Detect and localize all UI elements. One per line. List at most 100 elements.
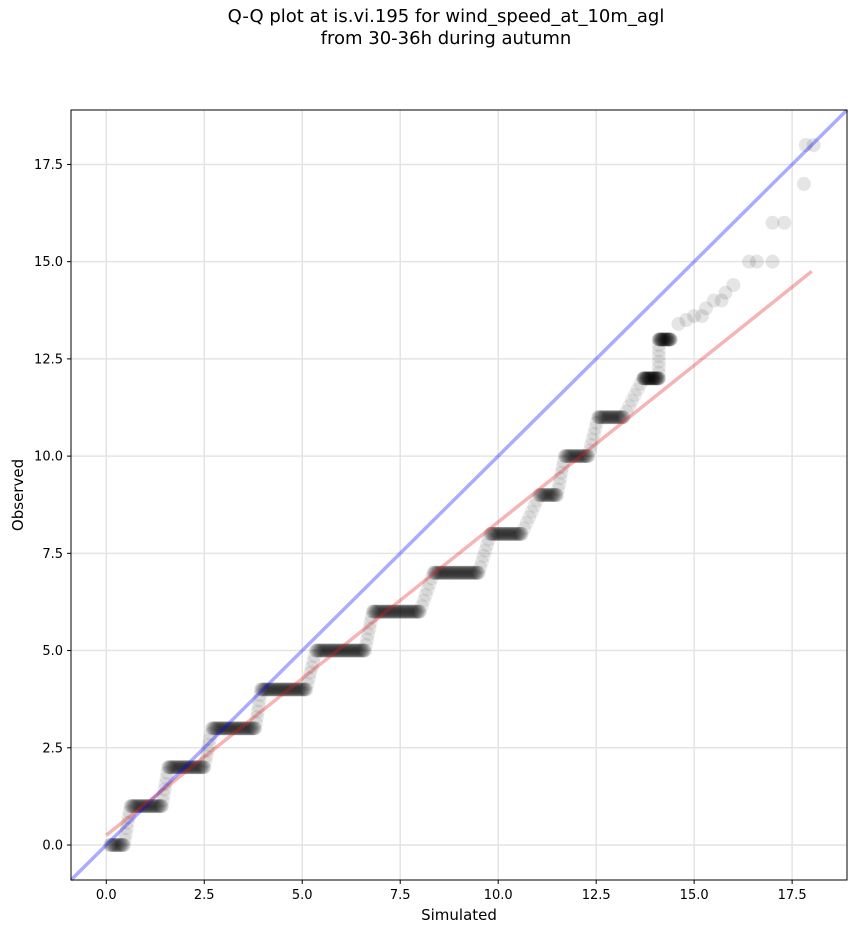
qq-point xyxy=(564,449,579,464)
qq-point xyxy=(411,604,426,619)
qq-point xyxy=(346,643,361,658)
qq-point xyxy=(611,410,626,425)
qq-point xyxy=(538,488,553,502)
qq-point xyxy=(481,532,496,547)
qq-point xyxy=(563,449,578,464)
x-tick-label: 2.5 xyxy=(194,888,215,903)
qq-point xyxy=(444,565,459,580)
qq-point xyxy=(281,682,296,697)
qq-point xyxy=(627,388,642,402)
qq-point xyxy=(615,410,630,425)
qq-point xyxy=(536,488,551,502)
qq-point xyxy=(235,721,250,736)
qq-point xyxy=(602,410,617,425)
qq-point xyxy=(652,332,667,347)
qq-point xyxy=(465,565,480,580)
qq-point xyxy=(430,565,445,580)
qq-point xyxy=(141,799,156,814)
y-axis-label: Observed xyxy=(9,459,27,531)
qq-point xyxy=(645,371,660,386)
qq-point xyxy=(220,721,235,736)
qq-point xyxy=(558,449,573,464)
qq-point xyxy=(329,643,344,658)
qq-point xyxy=(429,565,444,580)
qq-point xyxy=(219,721,234,736)
qq-point xyxy=(662,332,677,347)
qq-point xyxy=(129,799,144,814)
y-tick-label: 12.5 xyxy=(34,352,63,367)
qq-point xyxy=(644,371,659,386)
qq-point xyxy=(310,643,325,658)
qq-point xyxy=(193,760,208,775)
qq-point xyxy=(228,721,243,736)
qq-point xyxy=(181,760,196,775)
qq-point xyxy=(455,565,470,580)
qq-point xyxy=(574,449,589,464)
qq-point xyxy=(524,504,539,519)
qq-point xyxy=(435,565,450,580)
qq-point xyxy=(122,804,137,819)
qq-point xyxy=(495,526,510,541)
qq-point xyxy=(537,488,552,502)
qq-point xyxy=(476,549,491,564)
qq-point xyxy=(202,732,217,747)
reference-line xyxy=(69,108,849,882)
qq-point xyxy=(651,343,666,358)
qq-point xyxy=(512,526,527,541)
qq-point xyxy=(314,643,329,658)
qq-point xyxy=(313,643,328,658)
qq-point xyxy=(369,604,384,619)
qq-point xyxy=(143,799,158,814)
data-points xyxy=(103,138,821,852)
qq-point xyxy=(171,760,186,775)
qq-point xyxy=(390,604,405,619)
qq-point xyxy=(544,488,559,502)
qq-point xyxy=(324,643,339,658)
qq-point xyxy=(365,604,380,619)
qq-point xyxy=(424,571,439,586)
qq-point xyxy=(325,643,340,658)
qq-point xyxy=(501,526,516,541)
qq-point xyxy=(765,254,780,269)
qq-point xyxy=(427,565,442,580)
y-tick-label: 10.0 xyxy=(34,450,63,465)
qq-point xyxy=(341,643,356,658)
qq-point xyxy=(265,682,280,697)
qq-point xyxy=(466,565,481,580)
qq-point xyxy=(173,760,188,775)
qq-point xyxy=(284,682,299,697)
qq-point xyxy=(554,465,569,480)
qq-point xyxy=(592,410,607,425)
qq-point xyxy=(362,621,377,636)
qq-point xyxy=(742,254,757,269)
qq-point xyxy=(115,838,130,852)
qq-point xyxy=(249,710,264,725)
qq-point xyxy=(706,293,721,308)
qq-point xyxy=(493,526,508,541)
qq-point xyxy=(315,643,330,658)
qq-point xyxy=(163,760,178,775)
qq-point xyxy=(580,449,595,464)
qq-point xyxy=(450,565,465,580)
qq-point xyxy=(130,799,145,814)
qq-point xyxy=(105,838,120,852)
qq-point xyxy=(777,215,792,230)
qq-point xyxy=(185,760,200,775)
qq-point xyxy=(225,721,240,736)
qq-point xyxy=(603,410,618,425)
qq-point xyxy=(275,682,290,697)
qq-point xyxy=(470,565,485,580)
qq-point xyxy=(328,643,343,658)
qq-point xyxy=(271,682,286,697)
qq-point xyxy=(562,449,577,464)
qq-point xyxy=(636,371,651,386)
qq-point xyxy=(553,471,568,486)
qq-point xyxy=(404,604,419,619)
qq-point xyxy=(610,410,625,425)
qq-point xyxy=(293,682,308,697)
axis-ticks: 0.0 2.5 5.0 7.5 10.0 12.5 15.0 17.5 0.0 2.5 5.0 7.5… xyxy=(34,158,807,903)
qq-point xyxy=(266,682,281,697)
qq-point xyxy=(648,371,663,386)
qq-point xyxy=(567,449,582,464)
qq-point xyxy=(496,526,511,541)
